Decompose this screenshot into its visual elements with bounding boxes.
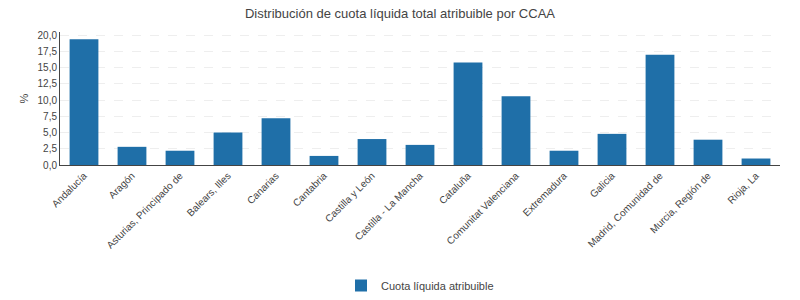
svg-text:Murcia, Región de: Murcia, Región de: [648, 170, 713, 235]
svg-text:Aragón: Aragón: [106, 170, 137, 201]
svg-text:Andalucía: Andalucía: [50, 170, 90, 210]
svg-text:Galicia: Galicia: [588, 170, 618, 200]
svg-text:20,0: 20,0: [38, 30, 58, 41]
svg-text:Cuota líquida atribuible: Cuota líquida atribuible: [381, 280, 494, 292]
svg-text:Madrid, Comunidad de: Madrid, Comunidad de: [586, 170, 666, 250]
svg-text:Castilla - La Mancha: Castilla - La Mancha: [353, 170, 426, 243]
svg-text:12,5: 12,5: [38, 78, 58, 89]
svg-text:Comunitat Valenciana: Comunitat Valenciana: [445, 170, 522, 247]
svg-text:Cataluña: Cataluña: [437, 170, 473, 206]
svg-text:2,5: 2,5: [43, 143, 57, 154]
svg-text:10,0: 10,0: [38, 95, 58, 106]
svg-text:17,5: 17,5: [38, 46, 58, 57]
svg-text:7,5: 7,5: [43, 111, 57, 122]
svg-text:%: %: [18, 93, 30, 103]
svg-text:15,0: 15,0: [38, 62, 58, 73]
svg-text:Cantabria: Cantabria: [291, 170, 330, 209]
svg-text:Rioja, La: Rioja, La: [725, 170, 761, 206]
svg-text:5,0: 5,0: [43, 127, 57, 138]
svg-text:Balears, Illes: Balears, Illes: [185, 170, 233, 218]
svg-text:Canarias: Canarias: [245, 170, 281, 206]
svg-text:Asturias, Principado de: Asturias, Principado de: [104, 170, 185, 251]
svg-text:Distribución de cuota líquida: Distribución de cuota líquida total atri…: [245, 6, 555, 21]
svg-text:Extremadura: Extremadura: [521, 170, 570, 219]
svg-text:Castilla y León: Castilla y León: [323, 170, 377, 224]
svg-text:0,0: 0,0: [43, 160, 57, 171]
